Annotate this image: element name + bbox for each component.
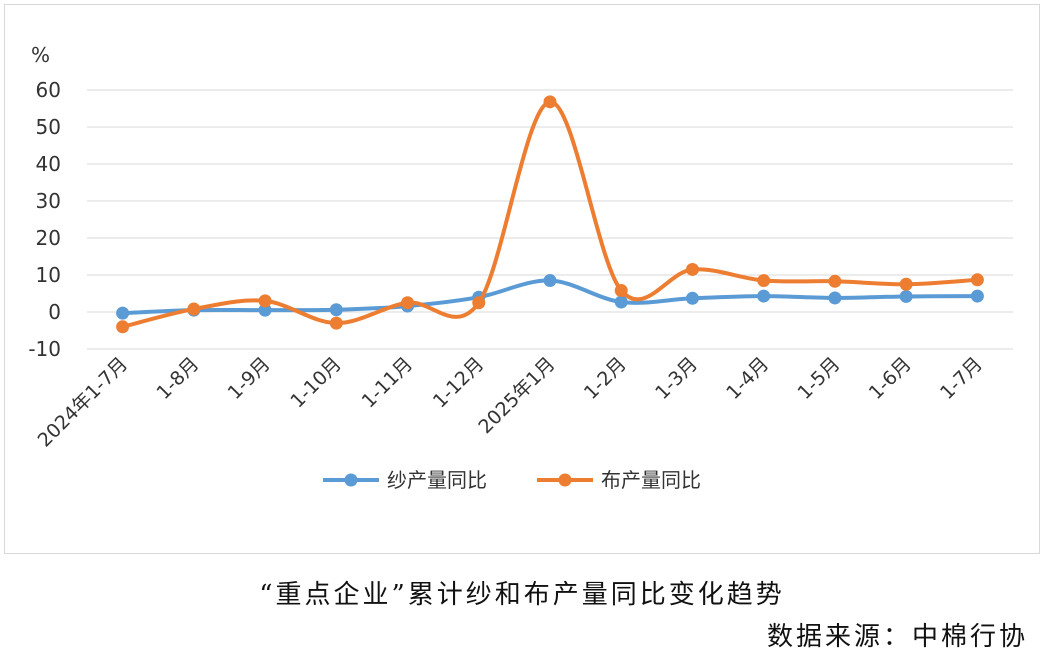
data-point-series-1 xyxy=(685,291,699,305)
y-tick-label: 30 xyxy=(36,189,61,213)
data-point-series-2 xyxy=(614,284,628,298)
data-point-series-2 xyxy=(116,320,130,334)
legend-swatch-marker xyxy=(344,473,358,487)
data-point-series-2 xyxy=(329,316,343,330)
data-point-series-1 xyxy=(543,274,557,288)
data-point-series-2 xyxy=(828,274,842,288)
data-point-series-1 xyxy=(899,289,913,303)
source-note: 数据来源：中棉行协 xyxy=(766,622,1028,652)
data-point-series-1 xyxy=(116,306,130,320)
data-point-series-1 xyxy=(614,295,628,309)
x-tick-label: 1-6月 xyxy=(865,353,916,404)
data-point-series-1 xyxy=(329,303,343,317)
x-tick-label: 2025年1月 xyxy=(474,353,559,438)
data-point-series-2 xyxy=(401,296,415,310)
legend-label: 布产量同比 xyxy=(601,468,701,492)
data-point-series-2 xyxy=(472,296,486,310)
x-tick-label: 1-8月 xyxy=(152,353,203,404)
x-tick-label: 1-12月 xyxy=(429,353,488,412)
x-tick-label: 2024年1-7月 xyxy=(34,353,133,452)
legend-label: 纱产量同比 xyxy=(387,468,487,492)
data-point-series-1 xyxy=(757,289,771,303)
data-point-series-2 xyxy=(970,273,984,287)
x-tick-label: 1-11月 xyxy=(358,353,417,412)
chart-area: -10 0 10 20 30 40 50 60% 2024年1-7月 1-8月 1-9月 1-10月 1… xyxy=(4,4,1040,554)
chart-caption: “重点企业”累计纱和布产量同比变化趋势 xyxy=(259,580,785,610)
y-tick-label: 40 xyxy=(36,152,61,176)
data-point-series-2 xyxy=(543,95,557,109)
x-tick-label: 1-4月 xyxy=(722,353,773,404)
x-tick-label: 1-9月 xyxy=(224,353,275,404)
x-tick-label: 1-5月 xyxy=(794,353,845,404)
x-tick-label: 1-3月 xyxy=(651,353,702,404)
x-tick-label: 1-2月 xyxy=(580,353,631,404)
data-point-series-1 xyxy=(258,303,272,317)
data-point-series-1 xyxy=(828,291,842,305)
data-point-series-1 xyxy=(970,289,984,303)
data-point-series-2 xyxy=(757,274,771,288)
y-tick-label: 0 xyxy=(48,300,61,324)
data-point-series-2 xyxy=(685,262,699,276)
y-tick-label: 20 xyxy=(36,226,61,250)
y-tick-label: 50 xyxy=(36,115,61,139)
series-line-2 xyxy=(120,99,980,329)
y-tick-label: 10 xyxy=(36,263,61,287)
y-tick-label: -10 xyxy=(28,337,61,361)
data-point-series-2 xyxy=(258,294,272,308)
data-point-series-2 xyxy=(187,302,201,316)
y-tick-label: 60 xyxy=(36,78,61,102)
x-tick-label: 1-10月 xyxy=(286,353,345,412)
data-point-series-2 xyxy=(899,277,913,291)
x-tick-label: 1-7月 xyxy=(936,353,987,404)
legend-swatch-marker xyxy=(558,473,572,487)
y-unit-label: % xyxy=(31,43,50,67)
